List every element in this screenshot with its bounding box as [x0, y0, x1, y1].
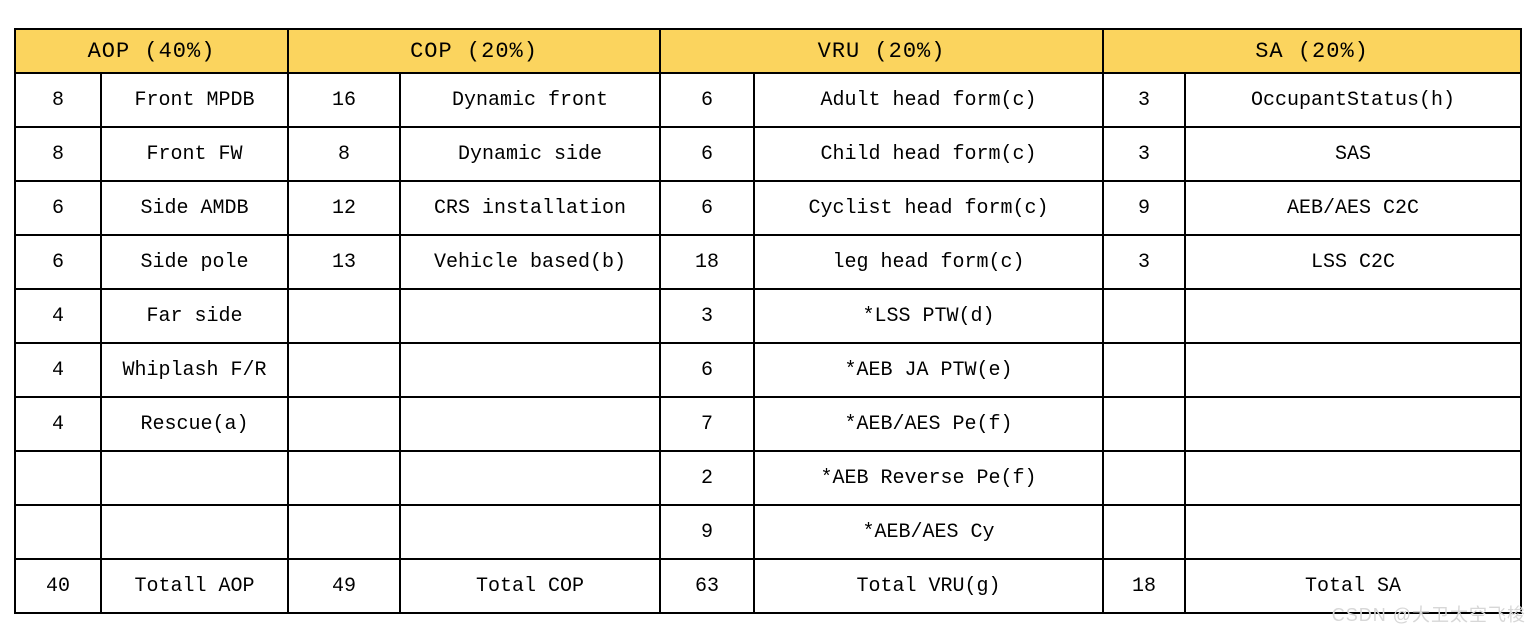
- table-row: 8 Front FW 8 Dynamic side 6 Child head f…: [14, 126, 1523, 182]
- vru-item-cell: *AEB Reverse Pe(f): [753, 450, 1105, 506]
- sa-score-cell: [1102, 450, 1187, 506]
- vru-item-cell: *LSS PTW(d): [753, 288, 1105, 344]
- vru-score-cell: 6: [659, 180, 756, 236]
- sa-score-cell: [1102, 342, 1187, 398]
- aop-item-cell: Rescue(a): [99, 396, 290, 452]
- sa-item-cell: [1184, 450, 1523, 506]
- aop-total-label-cell: Totall AOP: [99, 558, 290, 614]
- cop-item-cell: Vehicle based(b): [399, 234, 662, 290]
- sa-item-cell: [1184, 342, 1523, 398]
- vru-item-cell: *AEB/AES Cy: [753, 504, 1105, 560]
- cop-score-cell: 16: [287, 72, 402, 128]
- aop-score-cell: 8: [14, 126, 102, 182]
- sa-item-cell: OccupantStatus(h): [1184, 72, 1523, 128]
- vru-score-cell: 2: [659, 450, 756, 506]
- aop-score-cell: [14, 504, 102, 560]
- cop-item-cell: [399, 288, 662, 344]
- cop-score-cell: [287, 450, 402, 506]
- cop-score-cell: [287, 396, 402, 452]
- table-row: 6 Side AMDB 12 CRS installation 6 Cyclis…: [14, 180, 1523, 236]
- table-row: 9 *AEB/AES Cy: [14, 504, 1523, 560]
- aop-item-cell: [99, 504, 290, 560]
- aop-item-cell: Far side: [99, 288, 290, 344]
- cop-item-cell: [399, 396, 662, 452]
- sa-score-cell: 3: [1102, 126, 1187, 182]
- header-sa: SA (20%): [1102, 28, 1523, 74]
- vru-item-cell: Child head form(c): [753, 126, 1105, 182]
- aop-score-cell: [14, 450, 102, 506]
- vru-item-cell: Adult head form(c): [753, 72, 1105, 128]
- aop-score-cell: 4: [14, 342, 102, 398]
- cop-item-cell: Dynamic front: [399, 72, 662, 128]
- aop-item-cell: Side AMDB: [99, 180, 290, 236]
- vru-score-cell: 9: [659, 504, 756, 560]
- vru-score-cell: 7: [659, 396, 756, 452]
- cop-score-cell: 13: [287, 234, 402, 290]
- cop-score-cell: 8: [287, 126, 402, 182]
- vru-score-cell: 3: [659, 288, 756, 344]
- table-row: 4 Far side 3 *LSS PTW(d): [14, 288, 1523, 344]
- cop-item-cell: [399, 450, 662, 506]
- vru-item-cell: Cyclist head form(c): [753, 180, 1105, 236]
- aop-score-cell: 4: [14, 288, 102, 344]
- header-vru: VRU (20%): [659, 28, 1105, 74]
- total-row: 40 Totall AOP 49 Total COP 63 Total VRU(…: [14, 558, 1523, 614]
- vru-total-score-cell: 63: [659, 558, 756, 614]
- vru-score-cell: 18: [659, 234, 756, 290]
- sa-score-cell: 3: [1102, 234, 1187, 290]
- sa-item-cell: [1184, 288, 1523, 344]
- table-row: 4 Whiplash F/R 6 *AEB JA PTW(e): [14, 342, 1523, 398]
- vru-score-cell: 6: [659, 126, 756, 182]
- header-row: AOP (40%) COP (20%) VRU (20%) SA (20%): [13, 28, 1523, 74]
- sa-item-cell: LSS C2C: [1184, 234, 1523, 290]
- sa-item-cell: [1184, 504, 1523, 560]
- table-row: 6 Side pole 13 Vehicle based(b) 18 leg h…: [14, 234, 1523, 290]
- sa-score-cell: [1102, 288, 1187, 344]
- cop-item-cell: Dynamic side: [399, 126, 662, 182]
- table-row: 4 Rescue(a) 7 *AEB/AES Pe(f): [14, 396, 1523, 452]
- aop-score-cell: 4: [14, 396, 102, 452]
- vru-score-cell: 6: [659, 342, 756, 398]
- table-row: 2 *AEB Reverse Pe(f): [14, 450, 1523, 506]
- vru-total-label-cell: Total VRU(g): [753, 558, 1105, 614]
- cop-item-cell: [399, 342, 662, 398]
- sa-total-label-cell: Total SA: [1184, 558, 1523, 614]
- aop-item-cell: Side pole: [99, 234, 290, 290]
- aop-score-cell: 8: [14, 72, 102, 128]
- cop-item-cell: CRS installation: [399, 180, 662, 236]
- aop-item-cell: Whiplash F/R: [99, 342, 290, 398]
- aop-item-cell: Front MPDB: [99, 72, 290, 128]
- header-cop: COP (20%): [287, 28, 662, 74]
- aop-item-cell: [99, 450, 290, 506]
- cop-score-cell: [287, 504, 402, 560]
- cop-score-cell: 12: [287, 180, 402, 236]
- sa-score-cell: 9: [1102, 180, 1187, 236]
- sa-score-cell: 3: [1102, 72, 1187, 128]
- aop-total-score-cell: 40: [14, 558, 102, 614]
- sa-score-cell: [1102, 504, 1187, 560]
- aop-item-cell: Front FW: [99, 126, 290, 182]
- aop-score-cell: 6: [14, 180, 102, 236]
- sa-score-cell: [1102, 396, 1187, 452]
- vru-item-cell: *AEB JA PTW(e): [753, 342, 1105, 398]
- vru-item-cell: *AEB/AES Pe(f): [753, 396, 1105, 452]
- table-row: 8 Front MPDB 16 Dynamic front 6 Adult he…: [14, 72, 1523, 128]
- header-aop: AOP (40%): [13, 28, 290, 74]
- vru-item-cell: leg head form(c): [753, 234, 1105, 290]
- safety-scoring-table: AOP (40%) COP (20%) VRU (20%) SA (20%) 8…: [13, 28, 1523, 614]
- sa-item-cell: AEB/AES C2C: [1184, 180, 1523, 236]
- cop-total-label-cell: Total COP: [399, 558, 662, 614]
- sa-item-cell: SAS: [1184, 126, 1523, 182]
- cop-score-cell: [287, 288, 402, 344]
- cop-score-cell: [287, 342, 402, 398]
- cop-item-cell: [399, 504, 662, 560]
- vru-score-cell: 6: [659, 72, 756, 128]
- cop-total-score-cell: 49: [287, 558, 402, 614]
- sa-total-score-cell: 18: [1102, 558, 1187, 614]
- aop-score-cell: 6: [14, 234, 102, 290]
- sa-item-cell: [1184, 396, 1523, 452]
- csdn-watermark: CSDN @大卫太空飞梭: [1331, 605, 1526, 625]
